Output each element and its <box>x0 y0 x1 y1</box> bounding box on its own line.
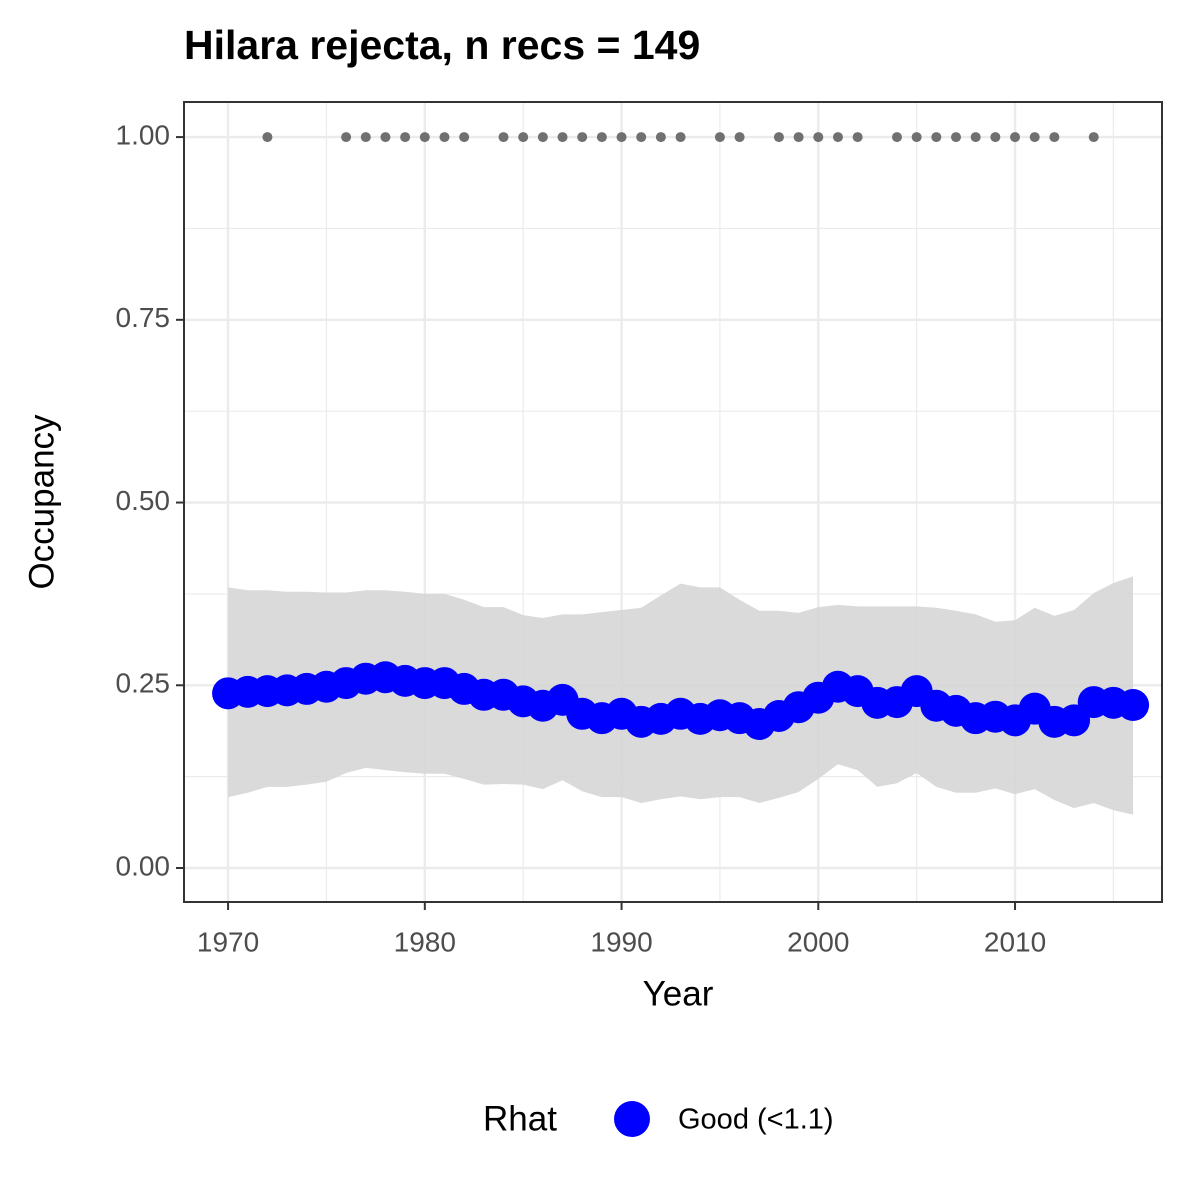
record-point <box>793 132 804 143</box>
y-axis-title: Occupancy <box>22 414 61 590</box>
x-tick-label: 2010 <box>984 926 1046 957</box>
y-tick-label: 1.00 <box>116 119 171 150</box>
record-point <box>616 132 627 143</box>
record-point <box>419 132 430 143</box>
series-point <box>1117 689 1150 722</box>
record-point <box>596 132 607 143</box>
y-tick-label: 0.50 <box>116 485 171 516</box>
record-point <box>1029 132 1040 143</box>
record-point <box>773 132 784 143</box>
x-tick-label: 1970 <box>197 926 259 957</box>
x-tick-label: 1980 <box>394 926 456 957</box>
record-point <box>714 132 725 143</box>
record-point <box>655 132 666 143</box>
chart-title: Hilara rejecta, n recs = 149 <box>184 22 700 68</box>
panel-border <box>183 101 1163 903</box>
legend-key <box>614 1101 650 1137</box>
record-point <box>1010 132 1021 143</box>
record-point <box>852 132 863 143</box>
record-point <box>341 132 352 143</box>
record-point <box>498 132 509 143</box>
legend-title: Rhat <box>483 1099 557 1138</box>
record-point <box>518 132 529 143</box>
record-point <box>439 132 450 143</box>
record-point <box>380 132 391 143</box>
record-point <box>832 132 843 143</box>
record-point <box>813 132 824 143</box>
record-point <box>262 132 273 143</box>
record-point <box>931 132 942 143</box>
record-point <box>1049 132 1060 143</box>
record-point <box>990 132 1001 143</box>
record-point <box>734 132 745 143</box>
record-point <box>636 132 647 143</box>
record-point <box>951 132 962 143</box>
record-point <box>459 132 470 143</box>
record-point <box>970 132 981 143</box>
legend-label: Good (<1.1) <box>678 1104 834 1136</box>
y-tick-label: 0.75 <box>116 302 171 333</box>
record-point <box>1088 132 1099 143</box>
record-point <box>577 132 588 143</box>
record-point <box>557 132 568 143</box>
record-point <box>911 132 922 143</box>
x-tick-label: 2000 <box>787 926 849 957</box>
record-point <box>400 132 411 143</box>
x-tick-label: 1990 <box>590 926 652 957</box>
x-axis-title: Year <box>643 974 714 1013</box>
record-point <box>675 132 686 143</box>
record-point <box>891 132 902 143</box>
y-tick-label: 0.00 <box>116 850 171 881</box>
y-tick-label: 0.25 <box>116 668 171 699</box>
record-point <box>537 132 548 143</box>
ribbon <box>228 576 1134 815</box>
record-point <box>360 132 371 143</box>
